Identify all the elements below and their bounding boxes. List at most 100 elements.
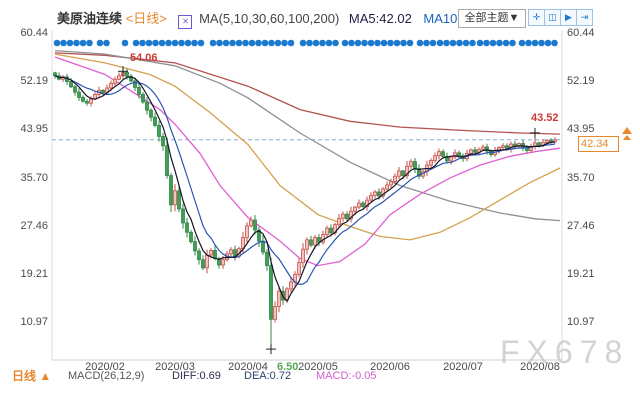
ma-settings-label: MA(5,10,30,60,100,200) [199, 11, 340, 26]
event-dot [531, 39, 539, 47]
event-dot [96, 39, 104, 47]
event-dot [248, 39, 256, 47]
y-axis-label-left: 19.21 [20, 267, 48, 280]
event-dot [393, 39, 401, 47]
event-dot [509, 39, 516, 47]
event-dot [476, 39, 484, 47]
event-dot [158, 39, 166, 47]
event-dot [209, 39, 217, 47]
x-axis-label: 2020/07 [443, 361, 483, 373]
event-dot [86, 39, 93, 47]
event-dot [261, 39, 269, 47]
event-dot [281, 39, 288, 47]
y-axis-label-right: 19.21 [567, 267, 595, 280]
y-axis-label-right: 10.97 [567, 316, 595, 328]
event-dot [387, 39, 394, 47]
tab-daily-kline[interactable]: 日线 ▲ [12, 369, 52, 383]
event-dot [544, 39, 552, 47]
event-dot [436, 39, 444, 47]
event-dot [319, 39, 326, 47]
x-axis-label: 2020/03 [155, 361, 195, 373]
event-dot [306, 39, 313, 47]
event-dot [235, 39, 243, 47]
y-axis-label-left: 52.19 [20, 75, 48, 88]
event-dot [496, 39, 503, 47]
x-axis-label: 2020/04 [228, 361, 268, 373]
event-dot [53, 39, 61, 47]
event-dot [132, 39, 140, 47]
y-axis-label-right: 35.70 [567, 171, 595, 184]
event-dot [443, 39, 450, 47]
event-dot [341, 39, 349, 47]
event-dot [152, 39, 159, 47]
macd-value-label: MACD:-0.05 [316, 370, 377, 382]
ma200-line [54, 52, 561, 135]
event-dot [502, 39, 510, 47]
event-dot [165, 39, 172, 47]
event-dot [423, 39, 430, 47]
event-dot [551, 39, 558, 47]
event-dot [380, 39, 388, 47]
event-dot [178, 39, 185, 47]
event-dot [184, 39, 192, 47]
event-dot [489, 39, 497, 47]
event-dot [456, 39, 463, 47]
ma5-line [54, 75, 556, 303]
event-dot [287, 39, 295, 47]
y-axis-label-right: 27.46 [567, 219, 595, 232]
event-dot [191, 39, 198, 47]
event-dot [242, 39, 249, 47]
event-dot [66, 39, 74, 47]
y-axis-label-right: 43.95 [567, 123, 595, 136]
event-dot [367, 39, 375, 47]
event-dot [354, 39, 362, 47]
event-dot [274, 39, 282, 47]
event-dot [361, 39, 368, 47]
x-axis-label: 2020/08 [520, 361, 560, 373]
event-dot [325, 39, 333, 47]
event-dot [416, 39, 424, 47]
indicator-settings-icon[interactable]: ✕ [178, 15, 193, 29]
jump-to-end-icon[interactable]: ⇥ [576, 9, 593, 26]
y-axis-label-left: 35.70 [20, 171, 48, 184]
price-arrow-icon [622, 127, 632, 134]
macd-settings-label: MACD(26,12,9) [68, 370, 145, 382]
event-dot [103, 39, 110, 47]
period-label: <日线> [125, 11, 167, 26]
event-dot [374, 39, 381, 47]
themes-dropdown[interactable]: 全部主题▼ [458, 9, 526, 28]
event-dot [121, 39, 129, 47]
event-dot [60, 39, 67, 47]
diff-value-label: DIFF:0.69 [172, 370, 221, 382]
event-dot [229, 39, 236, 47]
event-dot [197, 39, 205, 47]
x-axis-label: 2020/06 [370, 361, 410, 373]
event-dot [171, 39, 179, 47]
event-dot [79, 39, 87, 47]
y-axis-label-left: 27.46 [20, 219, 48, 232]
event-dot [268, 39, 275, 47]
ma60-line [54, 53, 561, 241]
event-dot [216, 39, 223, 47]
event-dot [429, 39, 437, 47]
event-dot [400, 39, 407, 47]
y-axis-label-left: 60.44 [20, 27, 48, 39]
ma30-line [54, 56, 561, 267]
event-dot [449, 39, 457, 47]
event-dot [139, 39, 146, 47]
ma10-line [54, 75, 556, 285]
price-arrow-icon [623, 135, 631, 140]
event-dot [483, 39, 490, 47]
extreme-price-label: 43.52 [531, 111, 559, 124]
y-axis-label-right: 60.44 [567, 27, 595, 39]
event-dot [145, 39, 153, 47]
event-dot [332, 39, 339, 47]
event-dot [525, 39, 532, 47]
event-dot [73, 39, 80, 47]
event-dot [462, 39, 470, 47]
y-axis-label-right: 52.19 [567, 75, 595, 88]
event-dot [518, 39, 526, 47]
event-dot [348, 39, 355, 47]
